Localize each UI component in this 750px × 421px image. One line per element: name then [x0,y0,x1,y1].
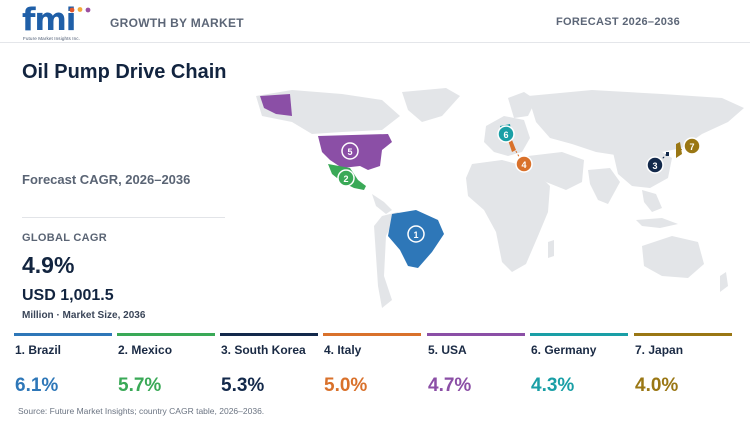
card-japan[interactable]: 7. Japan 4.0% [634,333,732,403]
svg-text:3: 3 [652,161,657,171]
card-country-label: 7. Japan [635,343,684,357]
card-germany[interactable]: 6. Germany 4.3% [530,333,628,403]
card-brazil[interactable]: 1. Brazil 6.1% [14,333,112,403]
marker-mexico[interactable]: 2 [337,169,355,187]
logo-people-icon [69,7,91,13]
summary-divider [22,217,225,218]
forecast-subtitle: Forecast CAGR, 2026–2036 [22,172,191,187]
marker-brazil[interactable]: 1 [407,225,425,243]
logo-text: fmi [22,2,76,38]
marker-italy[interactable]: 4 [515,155,533,173]
country-italy-shape [508,140,516,152]
card-cagr-value: 5.7% [118,375,162,396]
world-map: 1 2 3 4 5 6 7 [256,88,744,308]
card-country-label: 1. Brazil [15,343,62,357]
global-cagr-value: 4.9% [22,252,75,278]
svg-text:7: 7 [689,142,694,152]
svg-text:1: 1 [413,230,418,240]
card-color-bar [117,333,215,336]
card-color-bar [530,333,628,336]
card-cagr-value: 5.3% [221,375,265,396]
svg-text:6: 6 [503,130,508,140]
market-size-value: USD 1,001.5 [22,287,114,304]
section-label: GROWTH BY MARKET [110,16,244,30]
svg-text:5: 5 [347,147,352,157]
svg-text:2: 2 [343,174,348,184]
card-cagr-value: 4.7% [428,375,472,396]
header-bar: fmi Future Market Insights Inc. GROWTH B… [0,0,750,43]
svg-text:4: 4 [521,160,526,170]
card-cagr-value: 6.1% [15,375,59,396]
card-cagr-value: 4.3% [531,375,575,396]
card-color-bar [634,333,732,336]
card-country-label: 3. South Korea [221,343,306,357]
card-country-label: 5. USA [428,343,467,357]
forecast-period-label: FORECAST 2026–2036 [555,16,680,28]
card-color-bar [323,333,421,336]
country-usa-alaska-shape [260,94,292,116]
country-cards: 1. Brazil 6.1% 2. Mexico 5.7% 3. South K… [0,333,750,403]
page-title: Oil Pump Drive Chain [22,61,227,83]
logo-subtext: Future Market Insights Inc. [23,36,81,41]
market-size-label: Million · Market Size, 2036 [22,310,146,321]
country-south-korea-shape [666,152,669,156]
card-cagr-value: 5.0% [324,375,368,396]
card-country-label: 6. Germany [531,343,597,357]
card-mexico[interactable]: 2. Mexico 5.7% [117,333,215,403]
card-country-label: 2. Mexico [118,343,173,357]
global-cagr-label: GLOBAL CAGR [22,232,107,244]
card-usa[interactable]: 5. USA 4.7% [427,333,525,403]
card-color-bar [14,333,112,336]
card-color-bar [220,333,318,336]
map-land [256,88,744,308]
card-country-label: 4. Italy [324,343,362,357]
fmi-logo[interactable]: fmi Future Market Insights Inc. [22,2,92,42]
card-cagr-value: 4.0% [635,375,679,396]
marker-south-korea[interactable]: 3 [646,156,664,174]
card-south-korea[interactable]: 3. South Korea 5.3% [220,333,318,403]
marker-germany[interactable]: 6 [497,125,515,143]
source-note: Source: Future Market Insights; country … [18,406,265,416]
marker-japan[interactable]: 7 [683,137,701,155]
country-japan-shape [676,142,682,158]
card-color-bar [427,333,525,336]
card-italy[interactable]: 4. Italy 5.0% [323,333,421,403]
marker-usa[interactable]: 5 [341,142,359,160]
